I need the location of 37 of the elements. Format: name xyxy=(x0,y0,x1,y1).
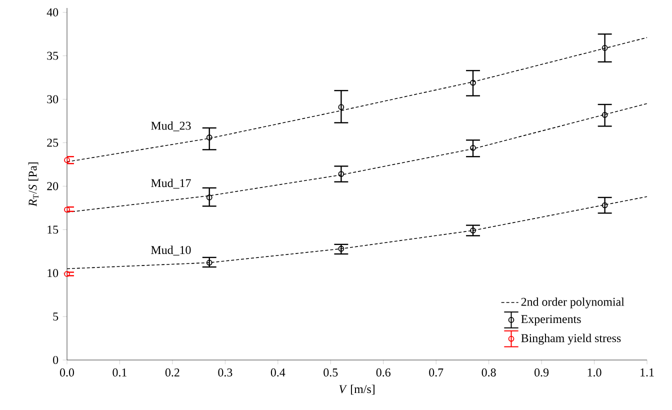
x-tick-label: 0.6 xyxy=(376,368,390,377)
annotation: Mud_23 xyxy=(151,121,191,132)
x-tick-label: 1.1 xyxy=(640,368,654,376)
point xyxy=(64,157,70,164)
x-tick-label: 0.1 xyxy=(112,368,126,377)
y-tick-label: 0 xyxy=(53,356,58,364)
point xyxy=(64,271,70,277)
y-tick-label: 25 xyxy=(47,138,58,147)
legend-label: Experiments xyxy=(521,315,581,326)
legend-label: 2nd order polynomial xyxy=(521,297,624,308)
line-series xyxy=(67,37,648,162)
point xyxy=(64,206,70,213)
y-tick-label: 5 xyxy=(53,312,58,321)
y-tick-label: 10 xyxy=(48,269,58,278)
x-tick-label: 0.7 xyxy=(429,368,444,377)
x-tick-label: 0.5 xyxy=(324,368,338,377)
y-tick-label: 35 xyxy=(47,52,58,60)
x-tick-label: 0.2 xyxy=(165,368,180,377)
point xyxy=(470,228,476,234)
x-axis-title: V [m/s] xyxy=(339,384,374,395)
y-tick-label: 20 xyxy=(47,182,58,190)
annotation: Mud_17 xyxy=(151,178,191,189)
x-tick-label: 0.8 xyxy=(482,368,496,377)
x-tick-label: 0.4 xyxy=(270,368,286,377)
legend-label: Bingham yield stress xyxy=(521,334,621,345)
y-tick-label: 15 xyxy=(48,226,58,234)
line-series xyxy=(67,103,648,213)
y-axis-title: R$_{T}$/S [Pa] xyxy=(28,162,38,206)
x-tick-label: 1.0 xyxy=(588,368,602,377)
y-tick-label: 40 xyxy=(46,8,58,16)
x-tick-label: 0.3 xyxy=(218,368,232,377)
x-tick-label: 0.9 xyxy=(534,368,549,377)
point xyxy=(338,246,344,252)
annotation: Mud_10 xyxy=(151,246,191,256)
y-tick-label: 30 xyxy=(47,95,58,104)
x-tick-label: 0.0 xyxy=(60,368,74,377)
point xyxy=(206,260,212,266)
